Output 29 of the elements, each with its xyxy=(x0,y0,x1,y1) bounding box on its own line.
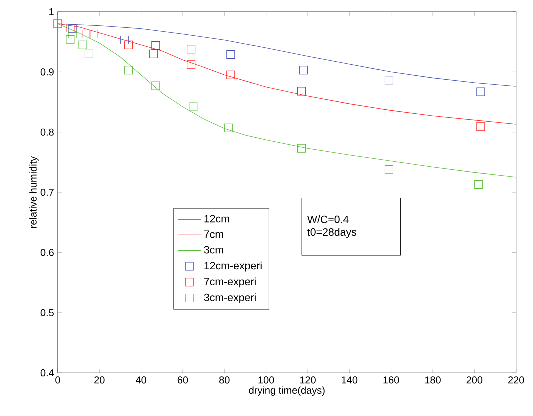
x-tick-label: 220 xyxy=(508,376,524,384)
legend-label: 12cm-experi xyxy=(204,262,262,272)
y-tick-label: 0.9 xyxy=(40,68,54,76)
x-tick-label: 80 xyxy=(220,376,230,384)
legend-label: 3cm xyxy=(204,246,224,254)
x-axis-title: drying time(days) xyxy=(249,386,325,396)
y-tick-label: 0.7 xyxy=(40,189,54,196)
legend-label: 7cm-experi xyxy=(204,278,256,288)
y-axis-title: relative humidity xyxy=(30,156,39,228)
y-tick-label: 0.4 xyxy=(40,370,54,377)
legend-label: 3cm-experi xyxy=(204,294,256,304)
x-tick-label: 140 xyxy=(342,376,358,384)
x-tick-label: 0 xyxy=(56,376,60,384)
x-tick-label: 60 xyxy=(178,376,188,384)
y-tick-label: 0.6 xyxy=(40,249,54,256)
legend-label: 7cm xyxy=(204,230,224,238)
x-tick-label: 100 xyxy=(258,376,274,384)
legend-label: 12cm xyxy=(204,215,230,223)
x-tick-label: 120 xyxy=(300,376,316,384)
y-tick-label: 1 xyxy=(50,8,54,16)
y-tick-label: 0.5 xyxy=(40,310,54,317)
annotation: t0=28days xyxy=(308,228,357,238)
y-tick-label: 0.8 xyxy=(40,128,54,136)
x-tick-label: 160 xyxy=(384,376,400,384)
annotation: W/C=0.4 xyxy=(307,216,349,224)
x-tick-label: 180 xyxy=(425,376,441,384)
x-tick-label: 200 xyxy=(466,376,483,384)
x-tick-label: 20 xyxy=(94,376,105,384)
x-tick-label: 40 xyxy=(136,376,146,384)
